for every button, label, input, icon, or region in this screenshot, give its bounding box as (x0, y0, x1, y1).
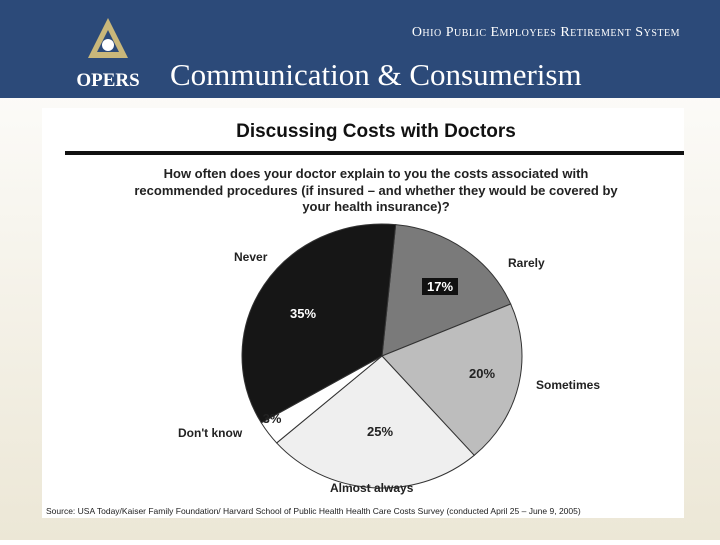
value-label: 35% (290, 306, 316, 321)
value-label: 20% (469, 366, 495, 381)
logo-text: OPERS (76, 70, 139, 91)
pie-slice (275, 355, 475, 489)
organization: Ohio Public Employees Retirement System (412, 25, 680, 40)
chart-title: Discussing Costs with Doctors (236, 121, 516, 142)
question-line: How often does your doctor explain to yo… (164, 166, 589, 181)
question-line: your health insurance)? (302, 199, 449, 214)
title-rule (65, 151, 684, 155)
category-label: Sometimes (536, 378, 600, 392)
label-box (422, 278, 458, 295)
value-label: 17% (427, 279, 453, 294)
category-label: Never (234, 250, 268, 264)
category-label: Don't know (178, 426, 243, 440)
pie-slice (241, 223, 397, 424)
logo (88, 18, 128, 58)
value-label: 3% (263, 411, 282, 426)
source: Source: USA Today/Kaiser Family Foundati… (46, 506, 581, 516)
pie-slice (381, 303, 523, 457)
question-line: recommended procedures (if insured – and… (134, 183, 618, 198)
slide-title: Communication & Consumerism (170, 57, 582, 92)
category-label: Rarely (508, 256, 545, 270)
category-label: Almost always (330, 481, 414, 495)
value-label: 25% (367, 424, 393, 439)
